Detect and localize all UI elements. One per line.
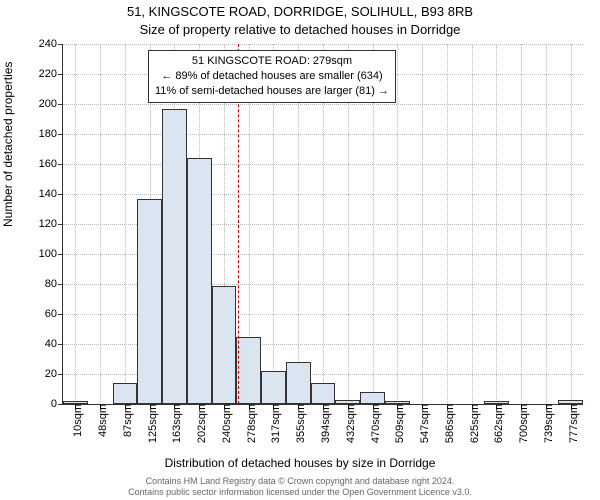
- histogram-bar: [286, 362, 311, 404]
- x-tick-label: 163sqm: [165, 404, 183, 443]
- x-tick-label: 777sqm: [562, 404, 580, 443]
- grid-line-v: [422, 44, 423, 404]
- chart-title-sub: Size of property relative to detached ho…: [0, 22, 600, 37]
- chart-title-main: 51, KINGSCOTE ROAD, DORRIDGE, SOLIHULL, …: [0, 4, 600, 19]
- x-tick-label: 240sqm: [215, 404, 233, 443]
- histogram-bar: [187, 158, 212, 404]
- y-tick-label: 200: [39, 98, 63, 110]
- x-tick-label: 278sqm: [240, 404, 258, 443]
- x-tick-label: 317sqm: [264, 404, 282, 443]
- x-tick-label: 202sqm: [190, 404, 208, 443]
- x-axis-label: Distribution of detached houses by size …: [0, 456, 600, 470]
- x-tick-label: 739sqm: [537, 404, 555, 443]
- x-tick-label: 662sqm: [487, 404, 505, 443]
- x-tick-label: 470sqm: [364, 404, 382, 443]
- y-tick-label: 100: [39, 248, 63, 260]
- y-tick-label: 180: [39, 128, 63, 140]
- x-tick-label: 125sqm: [141, 404, 159, 443]
- y-tick-label: 220: [39, 68, 63, 80]
- x-tick-label: 547sqm: [413, 404, 431, 443]
- histogram-bar: [484, 401, 509, 404]
- y-tick-label: 240: [39, 38, 63, 50]
- grid-line-v: [100, 44, 101, 404]
- y-tick-label: 60: [45, 308, 63, 320]
- histogram-bar: [137, 199, 162, 405]
- histogram-bar: [311, 383, 336, 404]
- plot-area: 02040608010012014016018020022024010sqm48…: [62, 44, 583, 405]
- annotation-line3: 11% of semi-detached houses are larger (…: [155, 84, 389, 99]
- x-tick-label: 625sqm: [463, 404, 481, 443]
- x-tick-label: 48sqm: [91, 404, 109, 437]
- grid-line-v: [546, 44, 547, 404]
- histogram-bar: [335, 400, 360, 405]
- x-tick-label: 432sqm: [339, 404, 357, 443]
- grid-line-v: [496, 44, 497, 404]
- histogram-bar: [261, 371, 286, 404]
- attribution-line1: Contains HM Land Registry data © Crown c…: [0, 476, 600, 487]
- grid-line-v: [125, 44, 126, 404]
- x-tick-label: 355sqm: [289, 404, 307, 443]
- y-tick-label: 140: [39, 188, 63, 200]
- grid-line-v: [397, 44, 398, 404]
- annotation-line1: 51 KINGSCOTE ROAD: 279sqm: [155, 54, 389, 69]
- grid-line-v: [521, 44, 522, 404]
- histogram-bar: [63, 401, 88, 404]
- x-tick-label: 509sqm: [388, 404, 406, 443]
- y-tick-label: 80: [45, 278, 63, 290]
- histogram-bar: [113, 383, 138, 404]
- histogram-bar: [236, 337, 261, 405]
- histogram-bar: [558, 400, 583, 405]
- x-tick-label: 586sqm: [438, 404, 456, 443]
- y-tick-label: 120: [39, 218, 63, 230]
- x-tick-label: 700sqm: [512, 404, 530, 443]
- attribution-line2: Contains public sector information licen…: [0, 487, 600, 498]
- x-tick-label: 394sqm: [314, 404, 332, 443]
- attribution-text: Contains HM Land Registry data © Crown c…: [0, 476, 600, 498]
- histogram-bar: [360, 392, 385, 404]
- histogram-bar: [212, 286, 237, 405]
- chart-container: 51, KINGSCOTE ROAD, DORRIDGE, SOLIHULL, …: [0, 0, 600, 500]
- grid-line-v: [447, 44, 448, 404]
- histogram-bar: [385, 401, 410, 404]
- annotation-line2: ← 89% of detached houses are smaller (63…: [155, 69, 389, 84]
- annotation-box: 51 KINGSCOTE ROAD: 279sqm ← 89% of detac…: [148, 50, 396, 103]
- y-tick-label: 40: [45, 338, 63, 350]
- grid-line-v: [75, 44, 76, 404]
- histogram-bar: [162, 109, 187, 405]
- y-axis-label: Number of detached properties: [1, 62, 15, 227]
- x-tick-label: 87sqm: [116, 404, 134, 437]
- x-tick-label: 10sqm: [66, 404, 84, 437]
- grid-line-v: [571, 44, 572, 404]
- y-tick-label: 0: [51, 398, 63, 410]
- y-tick-label: 20: [45, 368, 63, 380]
- y-tick-label: 160: [39, 158, 63, 170]
- grid-line-v: [472, 44, 473, 404]
